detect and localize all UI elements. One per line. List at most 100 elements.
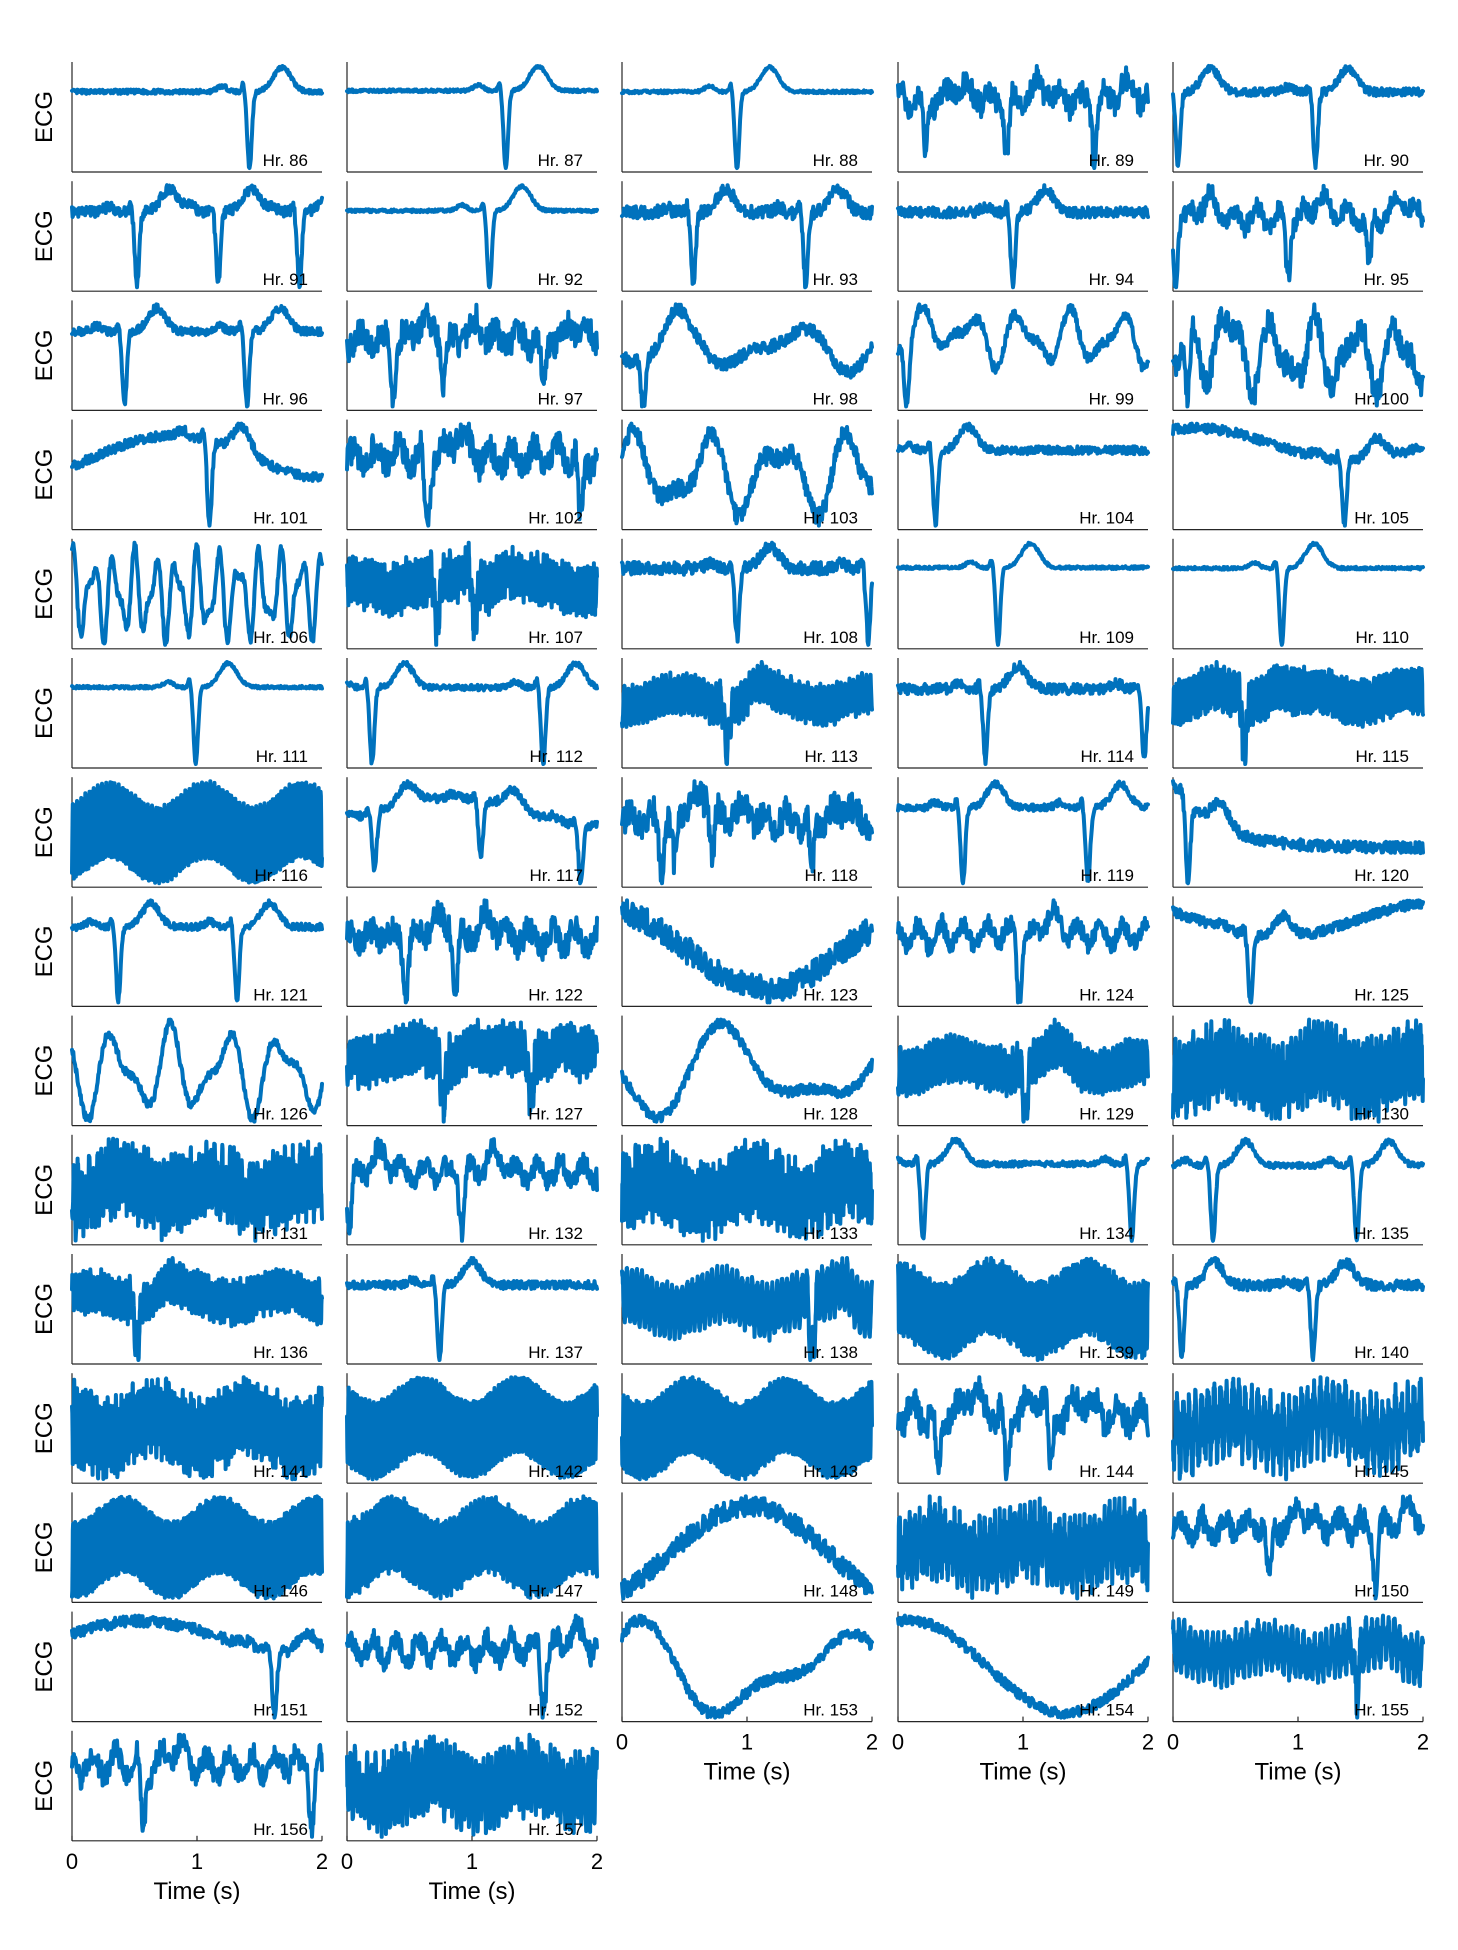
ecg-trace <box>345 1375 599 1482</box>
x-tick-label: 0 <box>616 1730 628 1755</box>
ecg-panel: Hr. 93 <box>620 181 874 292</box>
ecg-panel: Hr. 149 <box>896 1492 1150 1604</box>
panel-label: Hr. 100 <box>1354 389 1409 408</box>
panel-label: Hr. 147 <box>528 1581 583 1600</box>
ecg-trace <box>345 1136 599 1243</box>
panel-label: Hr. 102 <box>528 509 583 528</box>
panel-label: Hr. 157 <box>528 1820 583 1839</box>
x-tick-label: 1 <box>191 1849 203 1874</box>
panel-label: Hr. 139 <box>1079 1343 1134 1362</box>
ecg-trace <box>70 421 324 528</box>
panel-label: Hr. 89 <box>1089 151 1134 170</box>
x-tick-label: 1 <box>466 1849 478 1874</box>
panel-label: Hr. 98 <box>813 389 858 408</box>
ecg-panel: Hr. 144 <box>896 1373 1150 1484</box>
ecg-panel: Hr. 97 <box>345 300 599 411</box>
ecg-panel: Hr. 104 <box>896 419 1150 531</box>
panel-label: Hr. 105 <box>1354 509 1409 528</box>
y-axis-label: ECG <box>31 1164 58 1216</box>
ecg-trace <box>345 183 599 290</box>
panel-label: Hr. 150 <box>1354 1581 1409 1600</box>
ecg-panel: Hr. 101 ECG <box>31 419 324 531</box>
panel-label: Hr. 117 <box>529 866 583 885</box>
ecg-trace <box>345 1613 599 1720</box>
ecg-panel: Hr. 123 <box>620 896 874 1008</box>
ecg-trace <box>1171 1017 1425 1124</box>
ecg-trace <box>896 898 1150 1005</box>
ecg-trace <box>345 898 599 1005</box>
y-axis-label: ECG <box>31 925 58 977</box>
x-tick-label: 1 <box>1292 1730 1304 1755</box>
ecg-panel: Hr. 110 <box>1171 538 1425 650</box>
panel-label: Hr. 133 <box>803 1224 858 1243</box>
panel-label: Hr. 144 <box>1079 1462 1134 1481</box>
ecg-panel: Hr. 90 <box>1171 62 1425 173</box>
panel-label: Hr. 118 <box>804 866 858 885</box>
panel-label: Hr. 115 <box>1355 747 1409 766</box>
ecg-panel: Hr. 108 <box>620 538 874 650</box>
ecg-trace <box>620 779 874 886</box>
ecg-panel: Hr. 113 <box>620 658 874 769</box>
ecg-trace <box>1171 1375 1425 1482</box>
ecg-trace <box>345 1256 599 1362</box>
y-axis-label: ECG <box>31 1521 58 1573</box>
panel-label: Hr. 143 <box>803 1462 858 1481</box>
ecg-panel: Hr. 136 ECG <box>31 1254 324 1365</box>
ecg-panel: Hr. 120 <box>1171 777 1425 888</box>
ecg-panel: Hr. 92 <box>345 181 599 292</box>
ecg-trace <box>1171 779 1425 886</box>
panel-label: Hr. 96 <box>263 389 308 408</box>
y-axis-label: ECG <box>31 210 58 262</box>
ecg-panel: Hr. 103 <box>620 419 874 531</box>
ecg-panel: Hr. 153 0 1 2 Time (s) <box>616 1611 878 1786</box>
ecg-panel: Hr. 129 <box>896 1015 1150 1127</box>
x-tick-label: 2 <box>866 1730 878 1755</box>
ecg-panel: Hr. 105 <box>1171 419 1425 531</box>
panel-label: Hr. 134 <box>1079 1224 1134 1243</box>
ecg-panel: Hr. 151 ECG <box>31 1611 324 1723</box>
ecg-panel: Hr. 146 ECG <box>31 1492 324 1604</box>
ecg-trace <box>896 1613 1150 1720</box>
ecg-trace <box>620 183 874 290</box>
panel-label: Hr. 130 <box>1354 1105 1409 1124</box>
panel-label: Hr. 156 <box>253 1820 308 1839</box>
panel-label: Hr. 104 <box>1079 509 1134 528</box>
panel-label: Hr. 87 <box>538 151 583 170</box>
ecg-trace <box>345 660 599 766</box>
ecg-panel: Hr. 109 <box>896 538 1150 650</box>
ecg-panel: Hr. 127 <box>345 1015 599 1127</box>
panel-label: Hr. 114 <box>1080 747 1134 766</box>
panel-label: Hr. 111 <box>256 747 308 766</box>
panel-label: Hr. 146 <box>253 1581 308 1600</box>
ecg-trace <box>896 779 1150 886</box>
y-axis-label: ECG <box>31 91 58 143</box>
panel-label: Hr. 124 <box>1079 985 1134 1004</box>
panel-label: Hr. 92 <box>538 270 583 289</box>
ecg-trace <box>1171 898 1425 1005</box>
panel-label: Hr. 154 <box>1079 1701 1134 1720</box>
ecg-panel: Hr. 95 <box>1171 181 1425 292</box>
panel-label: Hr. 127 <box>528 1105 583 1124</box>
ecg-trace <box>1171 660 1425 766</box>
ecg-trace <box>620 64 874 170</box>
panel-label: Hr. 112 <box>529 747 583 766</box>
x-tick-label: 0 <box>66 1849 78 1874</box>
panel-label: Hr. 138 <box>803 1343 858 1362</box>
y-axis-label: ECG <box>31 1045 58 1097</box>
ecg-trace <box>620 1017 874 1124</box>
panel-label: Hr. 141 <box>253 1462 308 1481</box>
ecg-trace <box>345 1017 599 1124</box>
panel-label: Hr. 142 <box>528 1462 583 1481</box>
panel-label: Hr. 153 <box>803 1701 858 1720</box>
ecg-trace <box>1171 1494 1425 1601</box>
ecg-panel: Hr. 122 <box>345 896 599 1008</box>
ecg-panel: Hr. 96 ECG <box>31 300 324 411</box>
ecg-panel: Hr. 99 <box>896 300 1150 411</box>
y-axis-label: ECG <box>31 1402 58 1454</box>
ecg-panel: Hr. 148 <box>620 1492 874 1604</box>
ecg-trace <box>620 302 874 409</box>
panel-label: Hr. 110 <box>1355 628 1409 647</box>
panel-label: Hr. 86 <box>263 151 308 170</box>
ecg-trace <box>620 898 874 1005</box>
panel-label: Hr. 116 <box>254 866 308 885</box>
